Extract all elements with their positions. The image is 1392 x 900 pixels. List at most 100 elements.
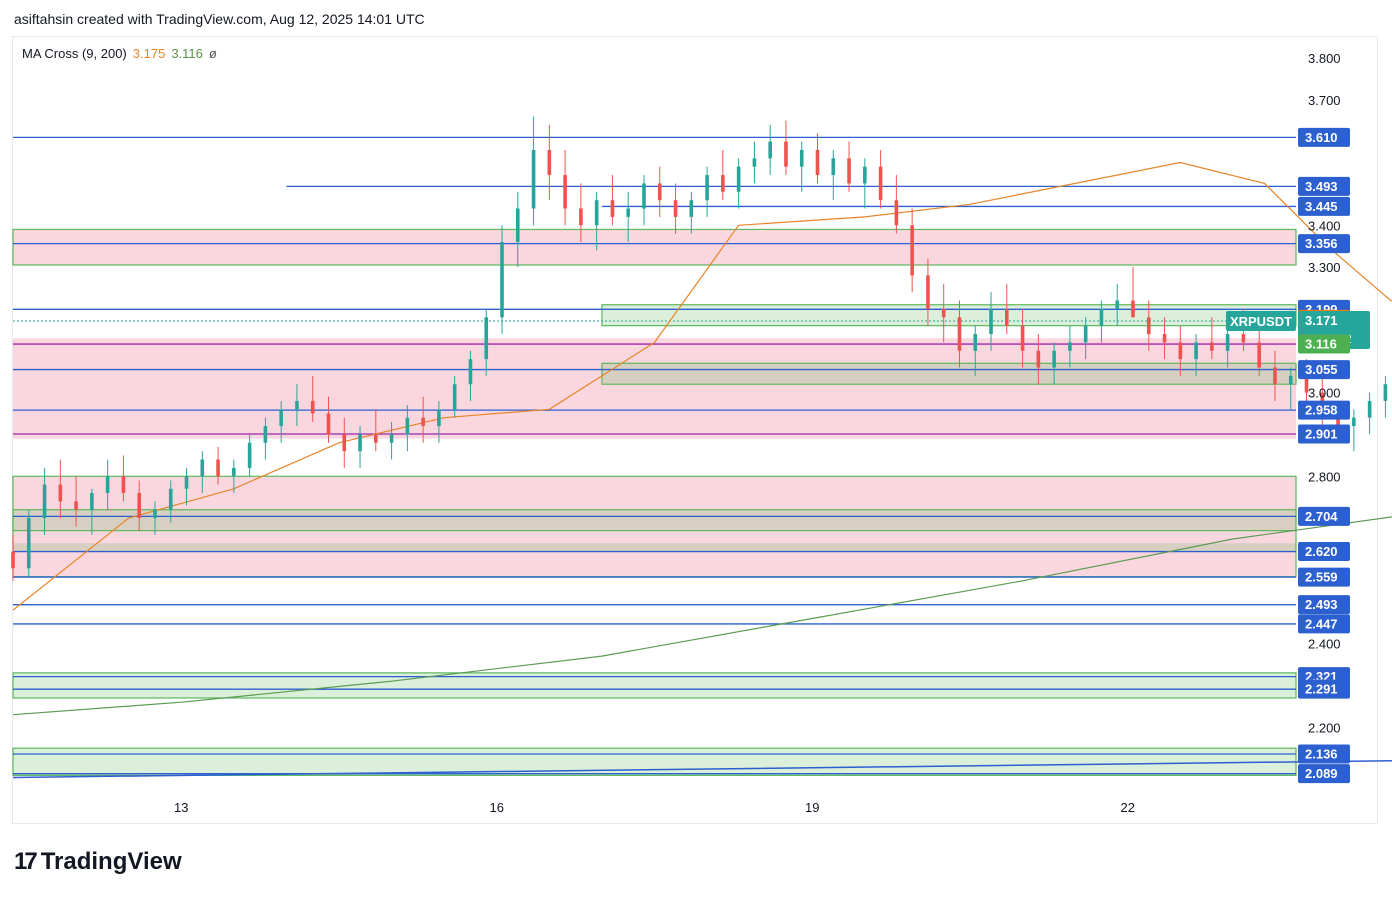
candle-body [642,183,646,209]
legend-ma-slow: 3.116 [171,46,203,61]
candle-body [247,442,252,468]
candle-body [815,149,820,176]
candle-body [58,484,63,502]
zone-box [601,304,1297,327]
candle-body [11,551,15,569]
candle-body [1194,342,1198,360]
candle-body [342,434,347,452]
legend-ma-fast: 3.175 [132,46,166,61]
candle-body [1367,400,1372,418]
candle-body [973,334,978,351]
candle-body [547,149,552,176]
candle-body [484,317,489,360]
candle-body [847,158,851,184]
price-badges-layer: 3.6103.4933.4453.3563.1993.1753.17101:58… [1226,127,1370,784]
symbol-badge-label: XRPUSDT [1230,314,1292,329]
x-tick-label: 13 [174,800,188,815]
x-tick-label: 22 [1121,800,1135,815]
price-badge-level [1298,744,1350,764]
candle-body [26,518,31,569]
candle-body [1210,342,1214,351]
price-badge-label: 3.493 [1305,179,1338,194]
candle-body [1036,350,1041,368]
candle-body [232,467,236,477]
candle-body [184,476,189,489]
candle-body [579,208,583,226]
price-badge-label: 2.559 [1305,570,1338,585]
symbol-badge [1226,311,1296,332]
candle-body [1336,417,1340,427]
ma-fast-line [12,161,1392,611]
price-badge-level [1298,679,1350,699]
price-badge-label: 3.055 [1305,362,1338,377]
candle-body [421,417,425,427]
trendline [12,759,1392,779]
candle-body [500,241,504,318]
price-badge-label: 3.171 [1305,313,1338,328]
price-badge-level [1298,400,1350,420]
price-badge-label: 2.447 [1305,616,1338,631]
candle-body [563,175,567,209]
candle-body [437,409,441,427]
candle-body [216,459,220,477]
price-badge-label: 3.116 [1305,337,1337,352]
candle-body [1178,342,1183,360]
candle-body [1115,300,1120,309]
candle-body [594,200,599,226]
candle-body [105,476,110,493]
candle-body [326,413,331,435]
candle-body [90,492,94,510]
attribution-text: asiftahsin created with TradingView.com,… [14,11,425,27]
candle-body [673,200,678,217]
zone-box [12,747,1297,776]
candle-body [263,426,268,443]
y-tick-label: 3.700 [1308,93,1341,108]
candle-body [1146,317,1151,335]
chart-frame [12,36,1378,824]
price-badge-ma_slow [1298,334,1350,354]
axis-layer: 3.800 3.700 3.400 3.300 3.000 2.800 2.400 2.200… [174,51,1341,815]
candle-body [153,509,157,519]
candle-body [1273,367,1277,385]
price-badge-level [1298,127,1350,147]
candle-body [515,208,520,242]
price-badge-label: 2.901 [1305,426,1338,441]
price-badge-level [1298,567,1350,587]
candle-body [626,208,631,217]
candle-body [295,400,299,410]
candle-body [657,183,662,201]
candle-body [799,149,804,167]
candle-body [452,384,457,410]
candle-body [358,434,362,452]
candle-body [137,492,141,519]
candle-body [1225,334,1230,351]
y-tick-label: 2.200 [1308,720,1341,735]
candle-body [74,501,78,510]
candle-body [389,434,394,443]
candle-body [894,200,899,226]
levels-layer [13,136,1296,775]
price-badge-level [1298,176,1350,196]
price-badge-label: 2.958 [1305,403,1338,418]
candle-body [468,359,473,385]
indicator-legend[interactable]: MA Cross (9, 200) 3.175 3.116 ø [22,46,217,61]
candle-body [42,484,47,519]
zone-box [13,543,1296,552]
candle-body [863,166,867,184]
price-badge-level [1298,764,1350,784]
price-badge-label: 2.089 [1305,766,1338,781]
candle-body [121,476,126,493]
trendline-layer [12,759,1392,779]
tradingview-mark-icon: 17 [14,848,38,875]
price-badge-level [1298,196,1350,216]
candle-body [768,141,772,159]
legend-symbol: ø [208,46,217,61]
candle-body [910,225,914,276]
tradingview-logo[interactable]: 17 TradingView [14,848,182,876]
price-badge-level [1298,234,1350,254]
candle-body [1257,342,1261,368]
candle-body [310,400,315,414]
zone-box [601,362,1297,385]
y-tick-label: 3.300 [1308,260,1341,275]
